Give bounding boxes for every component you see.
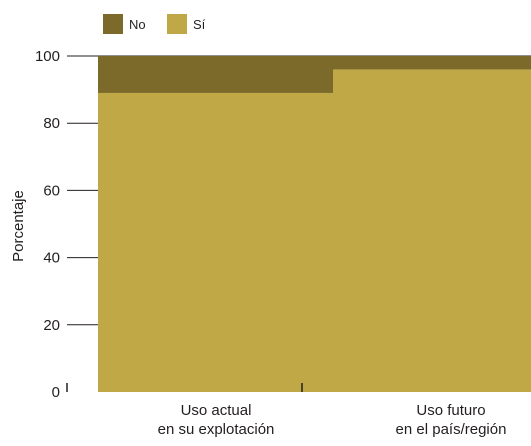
y-tick-label: 80 xyxy=(43,115,60,132)
y-tick-label: 0 xyxy=(52,384,60,401)
y-axis-title: Porcentaje xyxy=(10,190,27,262)
legend: No Sí xyxy=(103,14,206,34)
legend-label: Sí xyxy=(193,17,206,32)
x-tick-label: Uso actual xyxy=(181,402,252,419)
bar-no-2 xyxy=(333,56,531,70)
y-tick-label: 40 xyxy=(43,250,60,267)
legend-swatch xyxy=(167,14,187,34)
y-tick-label: 20 xyxy=(43,317,60,334)
y-tick-label: 100 xyxy=(35,48,60,65)
bar-no-1 xyxy=(98,56,334,93)
x-tick-label: en su explotación xyxy=(158,421,275,438)
y-tick-label: 60 xyxy=(43,182,60,199)
x-tick-label: en el país/región xyxy=(396,421,507,438)
bar-si-2 xyxy=(333,69,531,392)
bars xyxy=(98,56,531,393)
legend-label: No xyxy=(129,17,146,32)
x-tick-label: Uso futuro xyxy=(416,402,485,419)
legend-swatch xyxy=(103,14,123,34)
axes: 0 20 40 60 80 100 Uso actual en su explotación U… xyxy=(35,48,506,438)
bar-si-1 xyxy=(98,92,334,393)
